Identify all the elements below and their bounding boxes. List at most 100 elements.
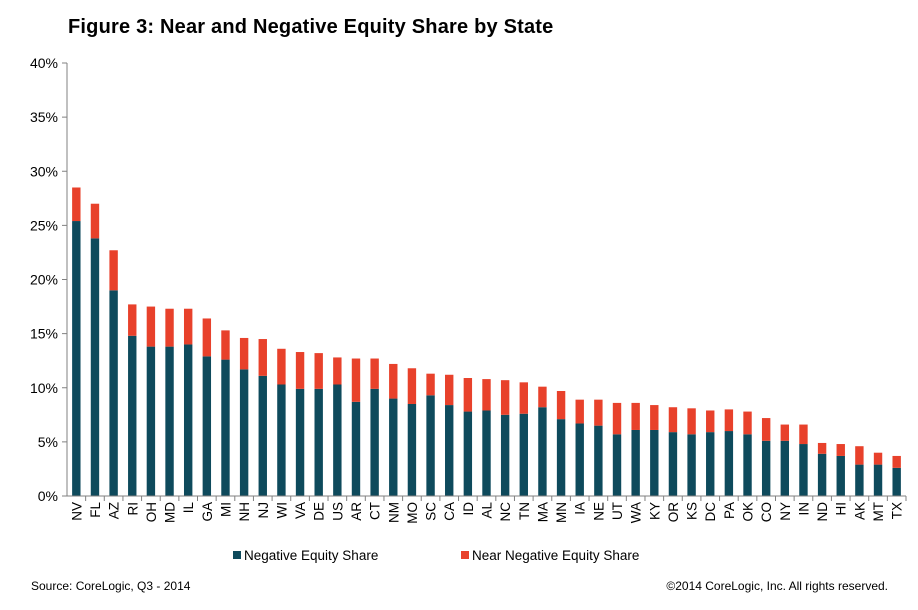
bar-negative-ma bbox=[538, 407, 547, 496]
x-tick-label-az: AZ bbox=[107, 502, 122, 519]
x-tick-label-nv: NV bbox=[69, 502, 84, 521]
bar-negative-ar bbox=[351, 401, 361, 496]
bar-near-negative-ak bbox=[855, 446, 864, 465]
bar-near-negative-co bbox=[761, 418, 771, 441]
bar-negative-ga bbox=[202, 356, 212, 496]
legend-swatch-negative bbox=[233, 551, 241, 559]
x-tick-label-nm: NM bbox=[386, 502, 401, 523]
bar-negative-ny bbox=[780, 440, 790, 496]
bar-near-negative-oh bbox=[146, 306, 156, 347]
bar-near-negative-ne bbox=[594, 399, 603, 426]
x-tick-label-ks: KS bbox=[685, 502, 700, 520]
bar-near-negative-nd bbox=[817, 442, 827, 454]
x-tick-label-mn: MN bbox=[554, 502, 569, 523]
bar-near-negative-ri bbox=[128, 304, 137, 336]
x-tick-label-ok: OK bbox=[741, 502, 756, 522]
y-axis: 0% 5% 10% 15% 20% 25% 30% 35% 40% bbox=[30, 55, 68, 504]
bar-negative-nm bbox=[389, 398, 398, 496]
x-tick-label-co: CO bbox=[759, 502, 774, 522]
bar-negative-dc bbox=[706, 432, 715, 496]
bar-negative-mo bbox=[407, 403, 417, 496]
bar-near-negative-mt bbox=[873, 452, 883, 465]
bar-negative-ut bbox=[612, 434, 622, 496]
x-tick-label-ga: GA bbox=[200, 502, 215, 522]
bar-near-negative-ar bbox=[351, 358, 361, 402]
bar-near-negative-wa bbox=[631, 402, 640, 430]
bar-near-negative-md bbox=[165, 308, 174, 347]
bar-near-negative-tx bbox=[892, 455, 901, 468]
bar-negative-wa bbox=[631, 429, 640, 496]
x-tick-label-fl: FL bbox=[88, 502, 103, 518]
y-tick-label: 15% bbox=[30, 326, 58, 342]
bar-near-negative-mn bbox=[556, 390, 566, 420]
bar-negative-ks bbox=[687, 434, 696, 496]
bar-near-negative-wi bbox=[277, 348, 286, 385]
y-tick-label: 30% bbox=[30, 163, 58, 179]
bar-negative-nh bbox=[239, 369, 249, 496]
bar-negative-id bbox=[463, 411, 473, 496]
bar-near-negative-sc bbox=[426, 373, 435, 396]
bar-near-negative-in bbox=[799, 424, 808, 445]
x-tick-label-il: IL bbox=[181, 502, 196, 514]
x-tick-label-in: IN bbox=[796, 502, 811, 516]
x-tick-label-tn: TN bbox=[517, 502, 532, 520]
y-tick-label: 10% bbox=[30, 380, 58, 396]
legend: Negative Equity Share Near Negative Equi… bbox=[233, 548, 639, 563]
bar-negative-tn bbox=[519, 413, 528, 496]
x-tick-label-dc: DC bbox=[703, 502, 718, 522]
x-tick-label-md: MD bbox=[163, 502, 178, 523]
bar-near-negative-tn bbox=[519, 382, 528, 414]
bar-negative-ak bbox=[855, 464, 864, 496]
legend-label-near-negative: Near Negative Equity Share bbox=[472, 548, 639, 563]
y-tick-label: 5% bbox=[38, 434, 58, 450]
bar-negative-fl bbox=[90, 238, 100, 497]
bar-negative-oh bbox=[146, 346, 156, 496]
bar-near-negative-or bbox=[668, 407, 678, 433]
x-tick-label-ne: NE bbox=[591, 502, 606, 521]
bar-negative-nv bbox=[72, 221, 81, 497]
bar-near-negative-pa bbox=[724, 409, 734, 432]
bar-negative-il bbox=[183, 344, 193, 496]
legend-label-negative: Negative Equity Share bbox=[244, 548, 378, 563]
bar-negative-md bbox=[165, 346, 174, 496]
x-tick-label-oh: OH bbox=[144, 502, 159, 522]
x-tick-label-ut: UT bbox=[610, 502, 625, 520]
bar-near-negative-dc bbox=[706, 410, 715, 433]
bars bbox=[72, 187, 901, 497]
bar-near-negative-az bbox=[109, 250, 118, 291]
x-axis: NV FL AZ RI OH MD IL GA MI NH NJ WI VA DE US AR CT NM MO SC… bbox=[67, 495, 907, 524]
bar-near-negative-hi bbox=[836, 444, 845, 456]
x-tick-label-ky: KY bbox=[647, 502, 662, 520]
bar-near-negative-ok bbox=[743, 411, 752, 435]
x-tick-label-hi: HI bbox=[834, 502, 849, 516]
x-tick-label-ar: AR bbox=[349, 502, 364, 521]
x-tick-label-pa: PA bbox=[722, 502, 737, 519]
x-tick-label-ia: IA bbox=[573, 502, 588, 515]
x-tick-label-mo: MO bbox=[405, 502, 420, 524]
bar-near-negative-ca bbox=[445, 374, 454, 406]
bar-negative-ky bbox=[650, 429, 659, 496]
x-tick-label-wi: WI bbox=[274, 502, 289, 519]
y-tick-label: 40% bbox=[30, 55, 58, 71]
bar-near-negative-ga bbox=[202, 318, 212, 357]
x-tick-label-mt: MT bbox=[871, 502, 886, 522]
chart-title: Figure 3: Near and Negative Equity Share… bbox=[68, 16, 554, 38]
x-tick-label-va: VA bbox=[293, 502, 308, 519]
bar-negative-nc bbox=[500, 414, 510, 496]
x-tick-label-nj: NJ bbox=[256, 502, 271, 519]
y-tick-label: 20% bbox=[30, 272, 58, 288]
bar-near-negative-nj bbox=[258, 339, 267, 376]
x-tick-label-de: DE bbox=[312, 502, 327, 521]
bar-near-negative-ut bbox=[612, 402, 622, 435]
bar-near-negative-ks bbox=[687, 408, 696, 435]
bar-near-negative-ny bbox=[780, 424, 790, 441]
bar-negative-mi bbox=[221, 359, 230, 496]
bar-near-negative-nc bbox=[500, 380, 510, 415]
bar-near-negative-nm bbox=[389, 363, 398, 399]
copyright-note: ©2014 CoreLogic, Inc. All rights reserve… bbox=[666, 579, 888, 593]
bar-negative-tx bbox=[892, 467, 901, 496]
bar-near-negative-ia bbox=[575, 399, 584, 424]
bar-near-negative-ct bbox=[370, 358, 379, 389]
bar-negative-in bbox=[799, 444, 808, 496]
